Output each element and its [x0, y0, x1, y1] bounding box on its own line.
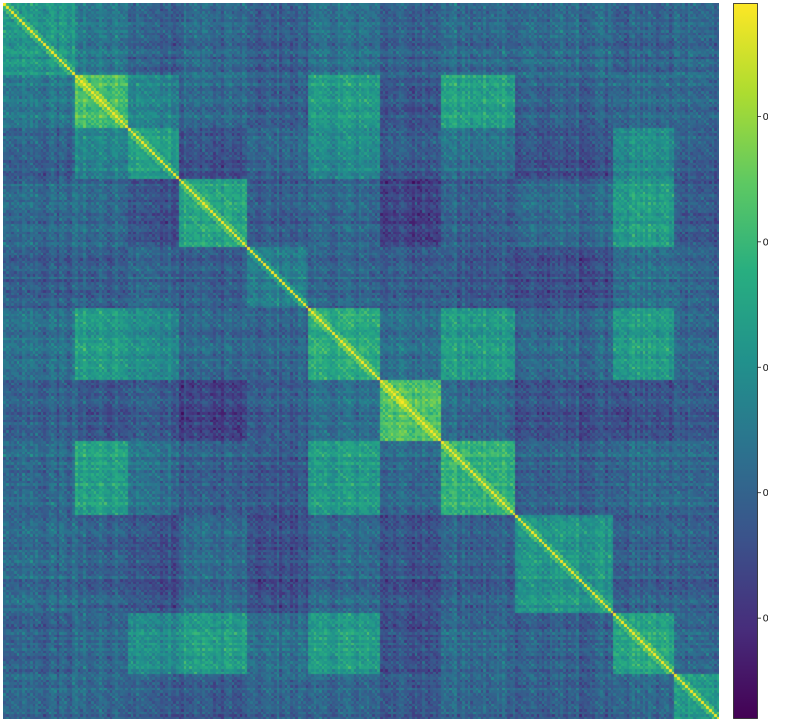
colorbar: 0.5 0.6 0.7 0.8 0.9: [733, 3, 768, 719]
heatmap-matrix: [3, 3, 719, 719]
colorbar-ticks: 0.5 0.6 0.7 0.8 0.9: [757, 112, 769, 625]
colorbar-tick-label: 0.5: [763, 614, 769, 625]
colorbar-gradient: [733, 3, 758, 719]
colorbar-tick-label: 0.6: [763, 488, 769, 499]
colorbar-tick-label: 0.8: [763, 237, 769, 248]
colorbar-tick-label: 0.9: [763, 112, 769, 123]
colorbar-tick-label: 0.7: [763, 363, 769, 374]
